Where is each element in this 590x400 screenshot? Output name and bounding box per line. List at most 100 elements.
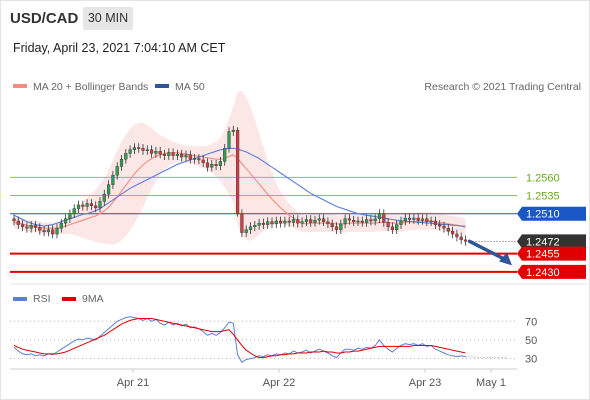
candle (386, 218, 390, 232)
candle (154, 146, 158, 158)
candle (214, 159, 218, 171)
candle (433, 216, 437, 229)
candle (360, 216, 364, 227)
candle (244, 225, 248, 237)
candle (279, 216, 283, 228)
candle (21, 220, 25, 232)
ma50-legend-label: MA 50 (175, 81, 205, 93)
candle (463, 235, 468, 246)
candle (313, 215, 317, 227)
level-support-4-tag: 1.2455 (517, 246, 586, 261)
candle (455, 229, 459, 242)
candle (429, 216, 433, 227)
candle (81, 200, 85, 211)
rsi-tick-label: 30 (525, 354, 537, 366)
candle (72, 204, 76, 219)
candle (408, 213, 412, 224)
interval-badge[interactable]: 30 MIN (83, 7, 133, 30)
level-last-3-label: 1.2472 (526, 236, 560, 248)
candle (128, 145, 132, 158)
candle (270, 217, 274, 229)
ma9-legend-label: 9MA (82, 293, 104, 305)
candle (446, 223, 450, 236)
candle (317, 214, 321, 225)
candle (124, 149, 128, 164)
candle (283, 216, 287, 228)
symbol-title: USD/CAD (10, 10, 79, 27)
ma50-legend-swatch (155, 84, 169, 88)
candle (197, 154, 201, 165)
candle (192, 154, 197, 164)
candle (85, 199, 89, 211)
candle (171, 148, 175, 160)
rsi-legend-swatch (13, 297, 27, 301)
level-pivot-2-label: 1.2510 (526, 209, 560, 221)
candle (339, 219, 343, 235)
ma9-legend-swatch (62, 297, 76, 301)
candle (261, 218, 265, 229)
candle (59, 218, 63, 233)
candle (420, 214, 425, 225)
candle (111, 170, 115, 189)
rsi-line (13, 316, 466, 364)
candle (201, 155, 205, 168)
candle (425, 214, 429, 227)
bollinger-bands (14, 90, 466, 245)
candle (175, 149, 179, 160)
candle (205, 158, 210, 172)
price-legend: MA 20 + Bollinger Bands MA 50 Research ©… (13, 81, 581, 93)
ma20-line (13, 152, 466, 229)
time-tick-label: Apr 23 (409, 377, 441, 389)
rsi-projection-line (465, 356, 507, 359)
rsi-lines (13, 316, 507, 364)
time-axis-labels: Apr 21 Apr 22 Apr 23 May 1 (117, 369, 506, 389)
candle (382, 209, 386, 227)
candle (300, 217, 304, 228)
forecast-arrow-head (499, 252, 512, 266)
bollinger-band-area (14, 90, 466, 245)
candle (390, 222, 394, 235)
candle (231, 125, 235, 136)
candle (29, 220, 33, 233)
candle (330, 219, 334, 232)
candle (365, 215, 369, 227)
candles (12, 125, 468, 246)
candle (248, 222, 253, 235)
candle (132, 143, 136, 155)
candle (412, 213, 416, 224)
rsi-grid: 70 50 30 (10, 316, 537, 366)
candle (326, 217, 330, 229)
candle (266, 217, 270, 229)
price-levels (10, 176, 517, 273)
candle (149, 145, 154, 158)
candle (158, 146, 162, 159)
level-resistance-0-label: 1.2560 (526, 172, 560, 184)
ma50-line (13, 147, 466, 227)
candle (141, 143, 145, 155)
candle (438, 220, 442, 231)
candle (180, 149, 184, 162)
candle (253, 220, 257, 232)
level-support-5-label: 1.2430 (526, 267, 560, 279)
candle (347, 214, 351, 225)
candle (33, 220, 38, 232)
candle (162, 149, 167, 160)
candle (55, 223, 59, 239)
candle (145, 145, 149, 155)
candle (343, 214, 347, 229)
ma20-legend-label: MA 20 + Bollinger Bands (33, 81, 148, 93)
time-tick-label: Apr 21 (117, 377, 149, 389)
level-last-3-tag: 1.2472 (517, 234, 586, 249)
timestamp: Friday, April 23, 2021 7:04:10 AM CET (13, 41, 226, 55)
candle (119, 154, 124, 171)
candle (46, 225, 50, 237)
candle (63, 214, 68, 228)
time-tick-label: Apr 22 (263, 377, 295, 389)
candle (403, 213, 407, 226)
candle (167, 148, 171, 160)
candle (68, 209, 72, 224)
candle (223, 143, 227, 166)
candle (296, 215, 300, 228)
